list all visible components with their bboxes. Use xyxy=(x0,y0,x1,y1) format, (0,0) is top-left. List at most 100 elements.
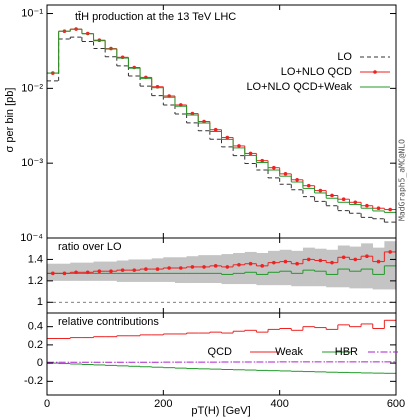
chart-title: tt̄H production at the 13 TeV LHC xyxy=(75,11,236,23)
data-point xyxy=(330,193,334,198)
step-riser xyxy=(58,37,385,223)
y-tick-label: 10⁻³ xyxy=(21,157,43,169)
data-point xyxy=(85,270,90,275)
uncertainty-band xyxy=(209,255,222,283)
data-point xyxy=(318,188,323,193)
data-point xyxy=(376,259,381,264)
uncertainty-band xyxy=(256,253,269,286)
data-point xyxy=(155,267,160,271)
x-tick-label: 200 xyxy=(154,398,172,410)
y-tick-label: 0 xyxy=(37,357,43,369)
data-point xyxy=(353,257,358,262)
data-point xyxy=(260,264,265,268)
data-point xyxy=(213,127,218,132)
data-point xyxy=(341,197,346,202)
y-tick-label: 10⁻² xyxy=(21,82,43,94)
uncertainty-band xyxy=(384,241,396,290)
data-point xyxy=(365,203,369,208)
uncertainty-band xyxy=(291,250,304,287)
legend-label: LO+NLO QCD+Weak xyxy=(246,81,352,93)
legend-label: LO xyxy=(337,51,352,63)
data-point xyxy=(190,111,195,116)
y-tick-label: 1 xyxy=(37,296,43,308)
data-point xyxy=(272,260,276,265)
data-point xyxy=(237,144,241,148)
y-tick-label: -0.2 xyxy=(24,375,43,387)
y-tick-label: 0.2 xyxy=(28,339,43,351)
legend-label: HBR xyxy=(335,346,358,358)
data-point xyxy=(225,135,230,140)
uncertainty-band xyxy=(372,247,385,290)
data-point xyxy=(388,250,392,254)
plot-area xyxy=(47,319,396,374)
data-point xyxy=(248,151,253,156)
data-point xyxy=(272,165,276,170)
data-point xyxy=(306,257,311,262)
uncertainty-band xyxy=(268,250,280,286)
x-tick-label: 600 xyxy=(387,398,405,410)
data-point xyxy=(225,265,230,269)
data-point xyxy=(97,269,102,274)
data-point xyxy=(132,268,137,272)
plot-area xyxy=(47,27,396,223)
legend-label: Weak xyxy=(275,346,303,358)
uncertainty-band xyxy=(174,257,187,283)
watermark: MadGraph5_aMC@NLO xyxy=(398,139,407,221)
uncertainty-band xyxy=(221,254,234,285)
data-point xyxy=(62,271,67,276)
step-riser xyxy=(58,29,385,210)
panel-frame xyxy=(46,312,397,396)
y-tick-label: 1.2 xyxy=(28,275,43,287)
uncertainty-band xyxy=(314,248,327,287)
legend-marker xyxy=(373,70,377,74)
y-axis-label: σ per bin [pb] xyxy=(4,88,16,153)
plot-area xyxy=(47,241,396,303)
uncertainty-band xyxy=(244,251,257,285)
data-point xyxy=(353,200,358,205)
data-point xyxy=(283,172,288,176)
data-point xyxy=(97,38,102,43)
uncertainty-band xyxy=(302,247,315,287)
uncertainty-band xyxy=(326,249,339,288)
data-point xyxy=(178,266,183,270)
data-point xyxy=(51,271,55,276)
data-point xyxy=(295,261,299,266)
panel-label: relative contributions xyxy=(58,316,159,328)
data-point xyxy=(388,207,392,212)
data-point xyxy=(376,206,381,211)
data-point xyxy=(120,268,125,272)
uncertainty-band xyxy=(337,245,350,288)
uncertainty-band xyxy=(361,243,374,289)
x-tick-label: 0 xyxy=(44,398,50,410)
legend-label: QCD xyxy=(208,346,233,358)
x-axis-label: pT(H) [GeV] xyxy=(191,405,250,417)
uncertainty-band xyxy=(233,253,246,285)
data-point xyxy=(306,183,311,188)
data-point xyxy=(132,65,137,70)
data-point xyxy=(248,261,253,266)
y-tick-label: 0.4 xyxy=(28,321,43,333)
uncertainty-band xyxy=(198,255,211,283)
data-point xyxy=(167,266,171,270)
uncertainty-band xyxy=(279,249,292,286)
uncertainty-band xyxy=(349,246,362,289)
data-point xyxy=(283,259,288,264)
data-point xyxy=(74,270,78,275)
panel-label: ratio over LO xyxy=(58,241,122,253)
uncertainty-band xyxy=(186,256,199,283)
x-tick-label: 400 xyxy=(270,398,288,410)
y-tick-label: 1.4 xyxy=(28,253,43,265)
data-point xyxy=(144,267,148,271)
data-point xyxy=(202,119,206,124)
data-point xyxy=(365,254,369,259)
data-point xyxy=(190,265,195,269)
data-point xyxy=(237,262,241,267)
step-riser xyxy=(221,265,385,275)
data-point xyxy=(295,177,299,182)
y-tick-label: 10⁻⁴ xyxy=(20,232,43,244)
data-point xyxy=(341,255,346,260)
data-point xyxy=(109,269,113,274)
data-point xyxy=(318,258,323,263)
y-tick-label: 10⁻¹ xyxy=(21,7,43,19)
